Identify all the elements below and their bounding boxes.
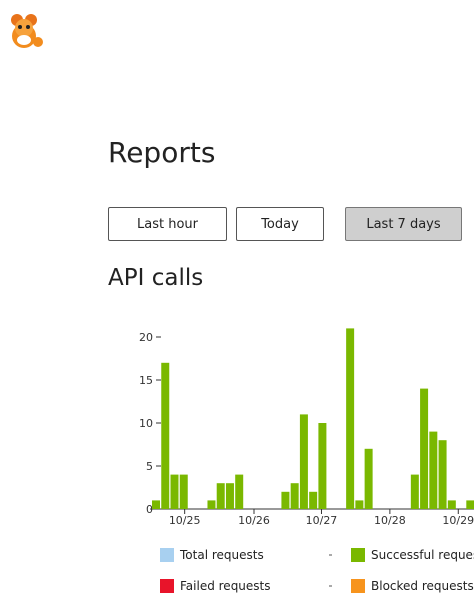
bar [281, 491, 290, 509]
bar [235, 474, 244, 509]
y-tick-label: 15 [139, 374, 153, 387]
bar [420, 388, 429, 509]
legend-label: Total requests [179, 548, 264, 562]
range-button[interactable]: Last 7 days [345, 207, 462, 241]
legend-label: Blocked requests [371, 579, 474, 593]
bar [346, 328, 355, 509]
bar [447, 500, 456, 509]
x-tick-label: 10/29 [442, 514, 474, 527]
bar [216, 483, 225, 509]
bar [466, 500, 474, 509]
bar [429, 431, 438, 509]
x-tick-label: 10/25 [169, 514, 201, 527]
legend-swatch [160, 579, 174, 593]
legend-swatch [351, 579, 365, 593]
range-button[interactable]: Today [236, 207, 324, 241]
legend-label: Successful requests [371, 548, 474, 562]
logo [11, 14, 43, 48]
bar [170, 474, 179, 509]
bar [438, 440, 447, 509]
section-title: API calls [108, 265, 204, 291]
bar [355, 500, 364, 509]
bar [152, 500, 161, 509]
y-tick-label: 0 [146, 503, 153, 516]
bar [364, 448, 373, 509]
bar [410, 474, 419, 509]
bar [179, 474, 188, 509]
page-title: Reports [108, 136, 216, 169]
bar [318, 423, 327, 509]
y-tick-label: 10 [139, 417, 153, 430]
x-tick-label: 10/26 [238, 514, 270, 527]
x-tick-label: 10/27 [306, 514, 338, 527]
bar [309, 491, 318, 509]
x-tick-label: 10/28 [374, 514, 406, 527]
legend-swatch [160, 548, 174, 562]
range-button[interactable]: Last hour [108, 207, 227, 241]
bar [161, 362, 170, 509]
y-tick-label: 5 [146, 460, 153, 473]
legend-swatch [351, 548, 365, 562]
bar [299, 414, 308, 509]
legend-label: Failed requests [180, 579, 271, 593]
y-tick-label: 20 [139, 331, 153, 344]
bar [207, 500, 216, 509]
bar [225, 483, 234, 509]
bar [290, 483, 299, 509]
